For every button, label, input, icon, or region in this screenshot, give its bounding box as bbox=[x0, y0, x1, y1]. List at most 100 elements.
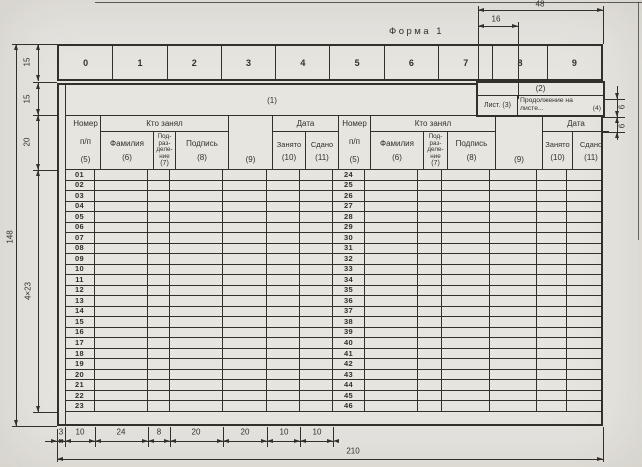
dimension-arrow bbox=[267, 439, 273, 443]
row-number-cell: 11 bbox=[65, 275, 95, 285]
dimension-label: 16 bbox=[491, 14, 501, 24]
table-cell bbox=[537, 390, 567, 401]
table-cell bbox=[418, 296, 442, 306]
table-cell bbox=[442, 380, 490, 390]
table-cell bbox=[365, 243, 418, 254]
row-number: 03 bbox=[75, 190, 84, 200]
table-cell bbox=[267, 338, 300, 348]
row-number: 29 bbox=[344, 222, 353, 232]
date-header: Дата bbox=[273, 116, 339, 132]
table-cell bbox=[365, 296, 418, 306]
row-number-cell: 35 bbox=[333, 285, 365, 296]
table-cell bbox=[170, 348, 223, 359]
row-number: 10 bbox=[75, 264, 84, 274]
table-row: 43 bbox=[333, 369, 603, 381]
table-row: 36 bbox=[333, 296, 603, 307]
dimension-line bbox=[57, 429, 58, 462]
table-cell bbox=[267, 390, 300, 401]
table-cell bbox=[223, 390, 267, 401]
table-cell bbox=[490, 296, 537, 306]
row-number-cell: 08 bbox=[65, 243, 95, 254]
table-cell bbox=[442, 296, 490, 306]
row-number-cell: 06 bbox=[65, 222, 95, 233]
table-cell bbox=[95, 285, 148, 296]
dimension-arrow bbox=[142, 439, 148, 443]
dimension-label: 10 bbox=[312, 427, 322, 437]
table-cell bbox=[95, 264, 148, 275]
row-number-cell: 01 bbox=[65, 170, 95, 180]
table-cell bbox=[223, 296, 267, 306]
table-cell bbox=[365, 264, 418, 275]
table-cell bbox=[418, 338, 442, 348]
table-row: 18 bbox=[65, 348, 333, 360]
col-group-who-took: Кто занял Фамилия (6) Под- раз- деле- ни… bbox=[371, 116, 496, 169]
row-number-cell: 30 bbox=[333, 233, 365, 243]
table-cell bbox=[170, 222, 223, 233]
table-cell bbox=[95, 180, 148, 191]
digit-cell: 1 bbox=[113, 46, 168, 79]
row-number: 24 bbox=[344, 169, 353, 179]
table-cell bbox=[223, 180, 267, 191]
table-cell bbox=[418, 170, 442, 180]
row-number-cell: 23 bbox=[65, 401, 95, 411]
table-cell bbox=[490, 317, 537, 327]
table-cell bbox=[490, 306, 537, 317]
dimension-label: 6 bbox=[617, 123, 627, 129]
table-cell bbox=[567, 191, 603, 201]
table-cell bbox=[567, 212, 603, 222]
table-cell bbox=[537, 170, 567, 180]
table-cell bbox=[95, 401, 148, 411]
table-cell bbox=[267, 233, 300, 243]
row-number-cell: 44 bbox=[333, 380, 365, 390]
row-number-cell: 34 bbox=[333, 275, 365, 285]
table-cell bbox=[490, 264, 537, 275]
table-cell bbox=[418, 327, 442, 338]
table-cell bbox=[223, 212, 267, 222]
table-cell bbox=[365, 390, 418, 401]
dimension-line bbox=[148, 427, 149, 447]
dimension-line bbox=[33, 412, 57, 413]
col-header-surname: Фамилия (6) bbox=[371, 132, 424, 169]
table-cell bbox=[300, 201, 333, 212]
table-cell bbox=[95, 338, 148, 348]
table-cell bbox=[223, 170, 267, 180]
table-cell bbox=[148, 233, 170, 243]
table-cell bbox=[418, 212, 442, 222]
table-cell bbox=[567, 317, 603, 327]
table-cell bbox=[300, 275, 333, 285]
dimension-line bbox=[223, 427, 224, 447]
table-cell bbox=[567, 181, 603, 191]
field-2-cell: (2) bbox=[478, 83, 603, 96]
continuation-line1: Продолжение на bbox=[520, 97, 573, 104]
row-number-cell: 24 bbox=[333, 170, 365, 180]
dimension-arrow bbox=[89, 439, 95, 443]
table-cell bbox=[537, 317, 567, 327]
table-cell bbox=[365, 201, 418, 212]
table-cell bbox=[223, 201, 267, 212]
row-number: 40 bbox=[344, 338, 353, 347]
table-cell bbox=[365, 222, 418, 233]
dimension-arrow bbox=[59, 439, 65, 443]
table-row: 21 bbox=[65, 380, 333, 391]
table-row: 08 bbox=[65, 243, 333, 255]
row-number-cell: 27 bbox=[333, 201, 365, 212]
row-number: 08 bbox=[75, 243, 84, 253]
dimension-label: 3 bbox=[58, 427, 64, 437]
table-cell bbox=[267, 285, 300, 296]
table-cell bbox=[148, 390, 170, 401]
binding-margin-line bbox=[65, 85, 66, 424]
table-cell bbox=[365, 327, 418, 338]
dimension-arrow bbox=[170, 439, 176, 443]
dimension-arrow bbox=[615, 132, 619, 138]
table-cell bbox=[170, 191, 223, 201]
table-cell bbox=[418, 191, 442, 201]
row-number: 30 bbox=[344, 232, 353, 242]
sheet-cell: Лист. (3) bbox=[478, 96, 518, 115]
table-cell bbox=[223, 369, 267, 380]
table-cell bbox=[490, 243, 537, 254]
table-cell bbox=[442, 369, 490, 380]
table-cell bbox=[537, 222, 567, 233]
table-cell bbox=[442, 306, 490, 317]
row-number-cell: 45 bbox=[333, 390, 365, 401]
table-row: 12 bbox=[65, 285, 333, 297]
